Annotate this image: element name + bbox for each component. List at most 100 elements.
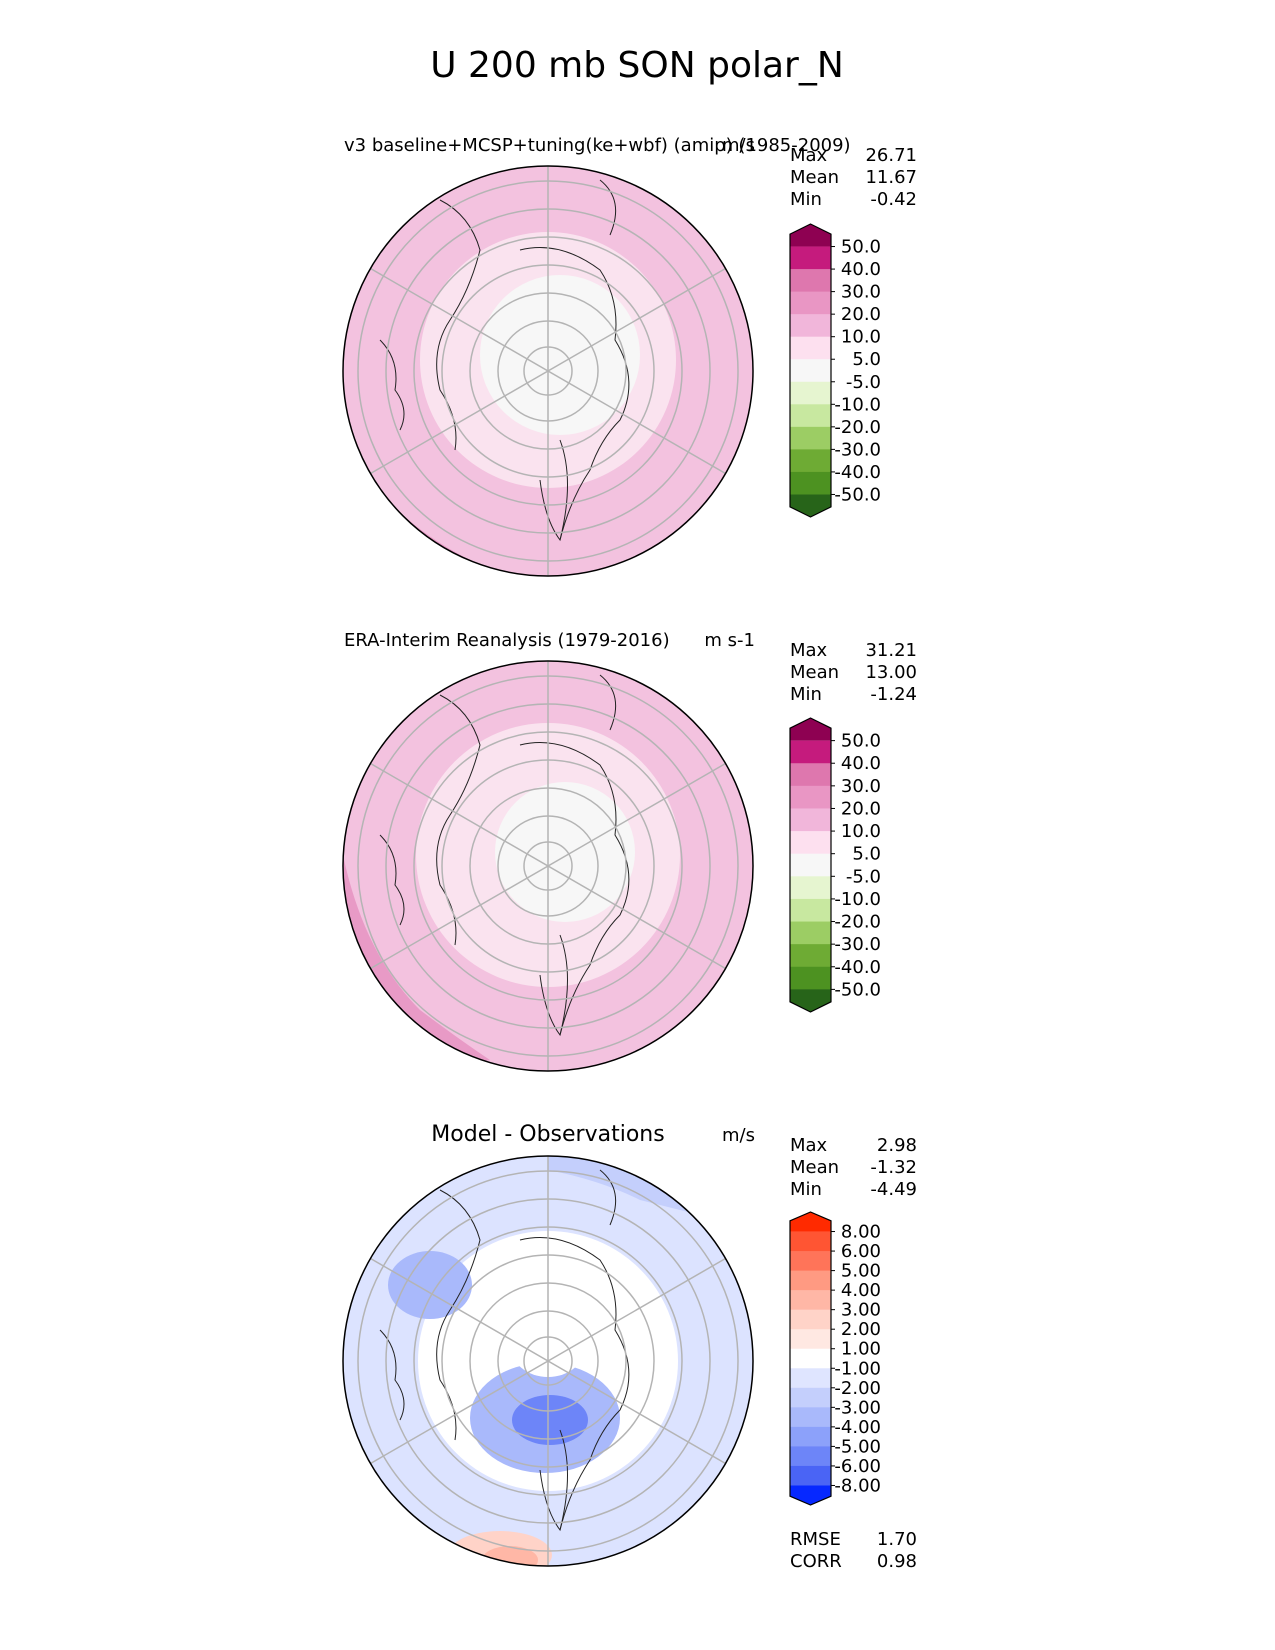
stat-label-rmse: RMSE xyxy=(790,1529,841,1550)
stat-label-max: Max xyxy=(790,640,828,661)
colorbar-tick-label: 5.0 xyxy=(852,844,881,865)
colorbar-segment xyxy=(790,1329,831,1350)
colorbar-segment xyxy=(790,1446,831,1467)
stats-block: Max 2.98 Mean -1.32 Min -4.49 xyxy=(790,1135,917,1200)
panel-model: v3 baseline+MCSP+tuning(ke+wbf) (amip) (… xyxy=(342,135,917,577)
stat-label-mean: Mean xyxy=(790,167,839,188)
colorbar-segment xyxy=(790,1407,831,1428)
stat-value-corr: 0.98 xyxy=(877,1551,917,1572)
field-band xyxy=(495,782,635,922)
colorbar-segment xyxy=(790,404,831,428)
stat-value-max: 31.21 xyxy=(865,640,917,661)
stat-value-mean: -1.32 xyxy=(870,1157,917,1178)
colorbar-tick-label: 30.0 xyxy=(841,282,881,303)
colorbar-segment xyxy=(790,1348,831,1369)
colorbar-tick-label: -30.0 xyxy=(834,934,881,955)
colorbar-tick-label: -30.0 xyxy=(834,439,881,460)
polar-map xyxy=(342,1155,754,1567)
colorbar-segment xyxy=(790,426,831,450)
colorbar-segment xyxy=(790,1270,831,1291)
colorbar-tick-label: 2.00 xyxy=(841,1319,881,1340)
panel-difference: Model - Observations m/s Max 2.98 Mean -… xyxy=(342,1122,917,1572)
colorbar-tick-label: -4.00 xyxy=(834,1417,881,1438)
colorbar-tick-label: 50.0 xyxy=(841,731,881,752)
panel-units: m s-1 xyxy=(704,630,755,651)
polar-map xyxy=(342,660,754,1072)
stat-value-mean: 13.00 xyxy=(865,662,917,683)
colorbar-tick-label: -50.0 xyxy=(834,484,881,505)
colorbar-tick-label: -40.0 xyxy=(834,462,881,483)
colorbar-segment xyxy=(790,898,831,923)
stat-label-min: Min xyxy=(790,684,822,705)
graticule xyxy=(357,1156,739,1566)
colorbar-tick-label: 1.00 xyxy=(841,1339,881,1360)
colorbar-tick-label: 40.0 xyxy=(841,753,881,774)
panel-observations: ERA-Interim Reanalysis (1979-2016) m s-1… xyxy=(342,630,917,1072)
colorbar: 50.040.030.020.010.05.0-5.0-10.0-20.0-30… xyxy=(789,223,881,518)
colorbar-segment xyxy=(790,740,831,764)
colorbar-segment xyxy=(790,1485,831,1505)
colorbar-segment xyxy=(790,944,831,968)
panel-units: m/s xyxy=(722,1125,755,1146)
colorbar-tick-label: 5.00 xyxy=(841,1261,881,1282)
colorbar-segment xyxy=(790,831,831,855)
stats-block: Max 31.21 Mean 13.00 Min -1.24 xyxy=(790,640,917,705)
colorbar-segment xyxy=(790,718,831,741)
colorbar-segment xyxy=(790,763,831,787)
colorbar-segment xyxy=(790,381,831,405)
polar-map xyxy=(342,165,754,577)
figure-title: U 200 mb SON polar_N xyxy=(430,45,844,86)
colorbar-segment xyxy=(790,785,831,809)
colorbar-tick-label: 4.00 xyxy=(841,1280,881,1301)
panel-units: m/s xyxy=(722,135,755,156)
colorbar-tick-label: 30.0 xyxy=(841,776,881,797)
colorbar-segment xyxy=(790,246,831,270)
colorbar-segment xyxy=(790,471,831,495)
colorbar-tick-label: -50.0 xyxy=(834,979,881,1000)
map-border xyxy=(342,165,754,577)
colorbar-tick-label: 10.0 xyxy=(841,327,881,348)
colorbar-segment xyxy=(790,853,831,877)
colorbar-segment xyxy=(790,314,831,338)
graticule xyxy=(357,166,739,576)
stat-label-min: Min xyxy=(790,1179,822,1200)
colorbar-segment xyxy=(790,359,831,383)
colorbar-segment xyxy=(790,1251,831,1272)
colorbar-segment xyxy=(790,494,831,517)
stat-label-mean: Mean xyxy=(790,662,839,683)
colorbar-tick-label: 8.00 xyxy=(841,1222,881,1243)
colorbar-segment xyxy=(790,1368,831,1389)
field-fill xyxy=(343,1156,753,1566)
colorbar-segment xyxy=(790,1309,831,1330)
stat-label-mean: Mean xyxy=(790,1157,839,1178)
stat-label-max: Max xyxy=(790,1135,828,1156)
colorbar-segment xyxy=(790,291,831,315)
colorbar-segment xyxy=(790,336,831,360)
colorbar-tick-label: -20.0 xyxy=(834,417,881,438)
colorbar: 50.040.030.020.010.05.0-5.0-10.0-20.0-30… xyxy=(789,717,881,1013)
colorbar-segment xyxy=(790,1290,831,1311)
colorbar-tick-label: -5.00 xyxy=(834,1436,881,1457)
colorbar-tick-label: -5.0 xyxy=(846,866,881,887)
stats-block: Max 26.71 Mean 11.67 Min -0.42 xyxy=(790,145,917,210)
graticule xyxy=(357,661,739,1071)
stat-value-max: 26.71 xyxy=(865,145,917,166)
stat-label-corr: CORR xyxy=(790,1551,842,1572)
stat-label-min: Min xyxy=(790,189,822,210)
colorbar-segment xyxy=(790,449,831,473)
colorbar-segment xyxy=(790,1387,831,1408)
map-border xyxy=(342,660,754,1072)
coastlines xyxy=(379,1169,630,1532)
colorbar-tick-label: 6.00 xyxy=(841,1241,881,1262)
error-stats: RMSE 1.70 CORR 0.98 xyxy=(790,1529,917,1572)
colorbar-outline xyxy=(789,717,832,1013)
colorbar-segment xyxy=(790,876,831,900)
coastlines xyxy=(379,674,630,1037)
colorbar-segment xyxy=(790,1465,831,1486)
colorbar-segment xyxy=(790,1231,831,1252)
colorbar-segment xyxy=(790,224,831,247)
stat-value-rmse: 1.70 xyxy=(877,1529,917,1550)
colorbar-tick-label: -10.0 xyxy=(834,394,881,415)
colorbar-segment xyxy=(790,989,831,1012)
